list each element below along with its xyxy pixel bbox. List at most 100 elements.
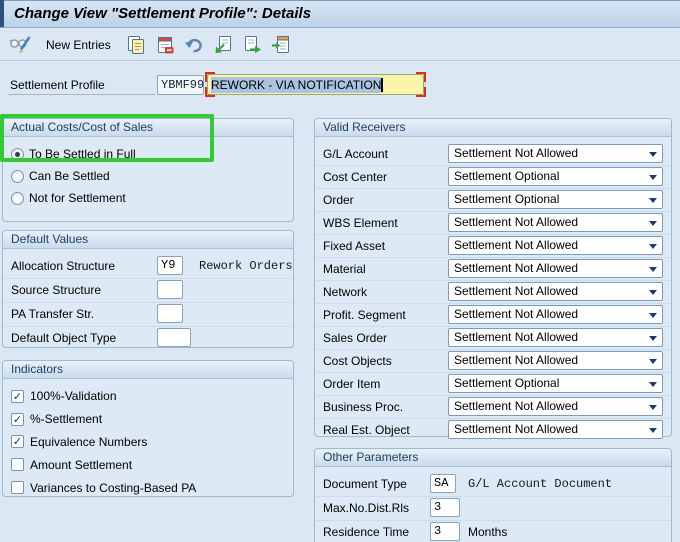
checkbox-row[interactable]: Amount Settlement [3,453,293,476]
checkbox[interactable]: ✓ [11,389,24,403]
settlement-dropdown[interactable]: Settlement Optional [448,374,663,393]
group-valid-receivers: Valid Receivers G/L Account Settlement No… [314,118,672,439]
text-field[interactable]: 3 [430,498,460,517]
radio-button[interactable] [11,191,24,205]
text-field[interactable]: SA [430,474,456,493]
chevron-down-icon [649,175,657,180]
dropdown-value: Settlement Optional [454,376,560,390]
checkbox-row[interactable]: Variances to Costing-Based PA [3,476,293,499]
field-label: Default Object Type [11,331,117,345]
settlement-dropdown[interactable]: Settlement Not Allowed [448,213,663,232]
delete-button[interactable] [154,33,176,57]
dropdown-value: Settlement Not Allowed [454,399,579,413]
radio-option-row[interactable]: To Be Settled in Full [3,143,293,165]
checkbox-row[interactable]: ✓ 100%-Validation [3,385,293,408]
previous-entry-button[interactable] [212,33,234,57]
dropdown-value: Settlement Not Allowed [454,215,579,229]
checkbox-label: %-Settlement [30,412,103,427]
page-title: Change View "Settlement Profile": Detail… [14,5,312,22]
settlement-dropdown[interactable]: Settlement Not Allowed [448,305,663,324]
settlement-dropdown[interactable]: Settlement Optional [448,167,663,186]
focus-bracket [205,87,215,97]
radio-label: Can Be Settled [29,169,110,183]
field-description: Rework Orders [199,259,293,273]
settlement-dropdown[interactable]: Settlement Not Allowed [448,259,663,278]
dropdown-value: Settlement Not Allowed [454,353,579,367]
text-field[interactable] [157,328,191,347]
settlement-profile-key-field[interactable]: YBMF99 [157,75,204,95]
checkbox[interactable]: ✓ [11,435,24,449]
text-field[interactable]: 3 [430,522,460,541]
settlement-dropdown[interactable]: Settlement Not Allowed [448,328,663,347]
receiver-row: WBS Element Settlement Not Allowed [315,212,671,235]
new-entries-button[interactable]: New Entries [46,37,111,52]
settlement-dropdown[interactable]: Settlement Not Allowed [448,144,663,163]
checkbox-label: Amount Settlement [30,457,133,472]
text-field[interactable]: Y9 [157,256,183,275]
field-description: Months [468,525,508,539]
checkbox[interactable]: ✓ [11,412,24,426]
radio-button[interactable] [11,169,24,183]
chevron-down-icon [649,244,657,249]
settlement-dropdown[interactable]: Settlement Optional [448,190,663,209]
chevron-down-icon [649,290,657,295]
receiver-row: Cost Objects Settlement Not Allowed [315,350,671,373]
field-row: Source Structure [3,279,293,303]
next-entry-icon [244,35,261,53]
checkbox-label: Equivalence Numbers [30,434,148,449]
other-entry-button[interactable] [270,33,292,57]
group-default-values: Default Values Allocation Structure Y9 Rew… [2,230,294,348]
display-change-button[interactable] [8,33,32,57]
settlement-profile-name-field[interactable]: REWORK - VIA NOTIFICATION [205,72,426,97]
copy-as-button[interactable] [125,33,147,57]
actual-costs-options: To Be Settled in Full Can Be Settled Not f… [3,137,293,209]
checkbox-label: 100%-Validation [30,389,117,404]
chevron-down-icon [649,152,657,157]
title-bar: Change View "Settlement Profile": Detail… [0,0,680,28]
undo-button[interactable] [183,33,205,57]
group-title: Actual Costs/Cost of Sales [3,119,293,137]
chevron-down-icon [649,382,657,387]
previous-entry-icon [215,35,231,53]
settlement-dropdown[interactable]: Settlement Not Allowed [448,282,663,301]
field-label: Document Type [323,477,407,491]
receiver-row: Material Settlement Not Allowed [315,258,671,281]
display-change-icon [9,35,31,53]
group-other-parameters: Other Parameters Document Type SA G/L Acco… [314,448,672,542]
radio-option-row[interactable]: Can Be Settled [3,165,293,187]
receiver-label: Order Item [323,377,381,391]
field-row: Max.No.Dist.Rls 3 [315,497,671,521]
focus-bracket [416,87,426,97]
checkbox[interactable] [11,481,24,495]
settlement-dropdown[interactable]: Settlement Not Allowed [448,236,663,255]
text-field[interactable] [157,280,183,299]
default-values-fields: Allocation Structure Y9 Rework Orders Sourc… [3,249,293,350]
group-actual-costs: Actual Costs/Cost of Sales To Be Settled… [2,118,294,222]
dropdown-value: Settlement Optional [454,192,560,206]
checkbox-row[interactable]: ✓ %-Settlement [3,408,293,431]
radio-button[interactable] [11,147,24,161]
checkbox-row[interactable]: ✓ Equivalence Numbers [3,431,293,454]
field-row: Default Object Type [3,327,293,350]
chevron-down-icon [649,267,657,272]
settlement-profile-label: Settlement Profile [8,76,155,95]
checkbox-label: Variances to Costing-Based PA [30,480,197,495]
next-entry-button[interactable] [241,33,263,57]
settlement-dropdown[interactable]: Settlement Not Allowed [448,397,663,416]
field-label: Source Structure [11,283,102,297]
receiver-label: WBS Element [323,216,398,230]
field-label: Allocation Structure [11,259,116,273]
settlement-dropdown[interactable]: Settlement Not Allowed [448,351,663,370]
focus-bracket [205,72,215,82]
settlement-dropdown[interactable]: Settlement Not Allowed [448,420,663,439]
text-field[interactable] [157,304,183,323]
checkbox[interactable] [11,458,24,472]
receiver-row: Sales Order Settlement Not Allowed [315,327,671,350]
receiver-row: Order Item Settlement Optional [315,373,671,396]
group-title: Indicators [3,361,293,379]
dropdown-value: Settlement Not Allowed [454,422,579,436]
radio-option-row[interactable]: Not for Settlement [3,187,293,209]
field-label: PA Transfer Str. [11,307,95,321]
receiver-label: Business Proc. [323,400,404,414]
